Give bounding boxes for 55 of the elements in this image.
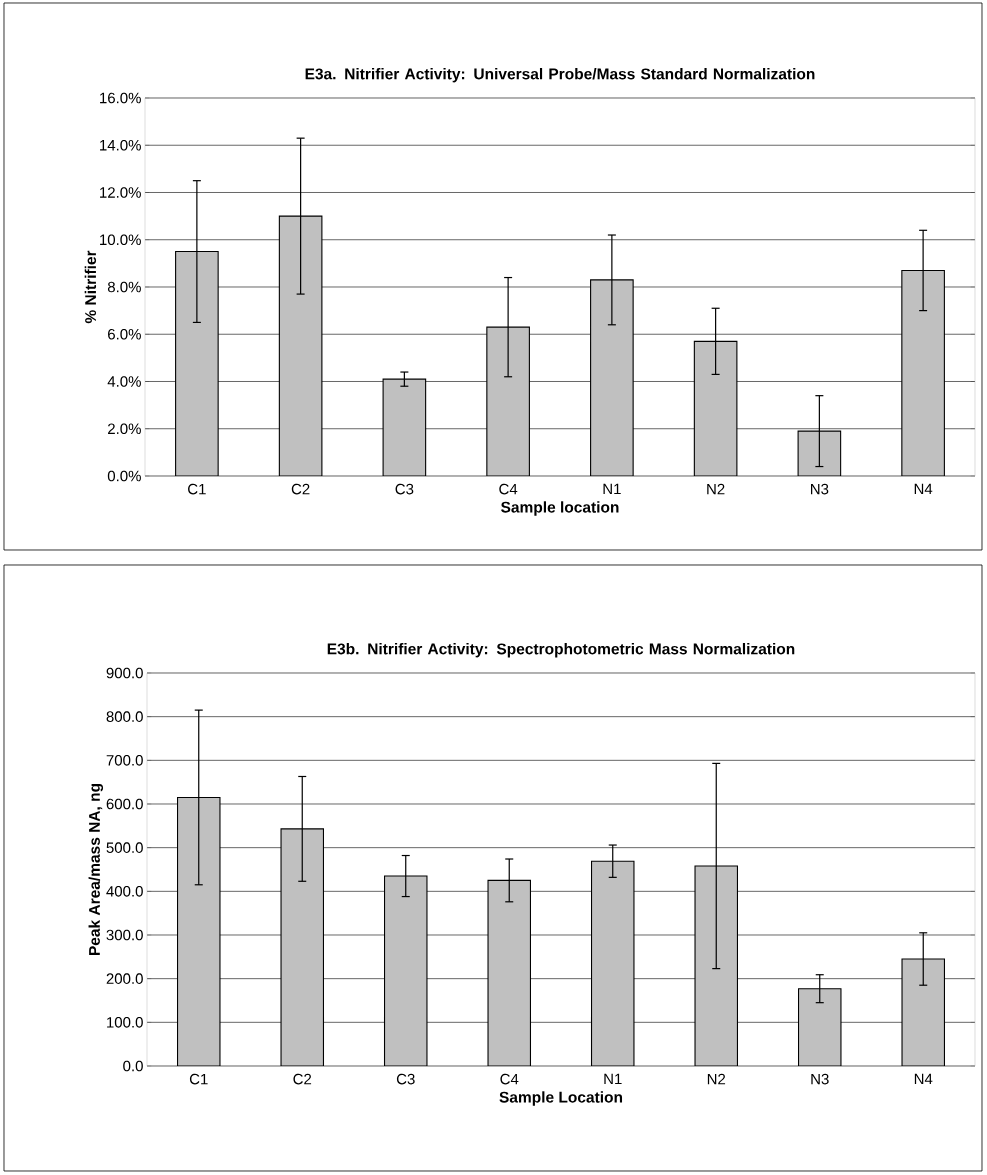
x-tick-label: C2: [293, 1073, 312, 1085]
x-tick-label: N1: [603, 483, 621, 495]
bar: [280, 828, 325, 1066]
bar: [382, 378, 427, 476]
x-axis-title: Sample Location: [499, 1091, 623, 1106]
bar: [278, 215, 323, 476]
bar: [176, 796, 221, 1066]
bar: [693, 340, 738, 476]
y-tick-label: 700.0: [106, 755, 143, 766]
bar: [590, 279, 634, 476]
x-tick-label: N1: [604, 1073, 622, 1085]
x-tick-label: C4: [500, 1073, 519, 1085]
x-axis-title: Sample location: [501, 501, 619, 516]
y-axis-title: Peak Area/mass NA, ng: [88, 783, 104, 956]
y-tick-label: 8.0%: [107, 281, 141, 293]
bar: [797, 988, 842, 1066]
x-tick-label: N2: [707, 483, 725, 495]
y-tick-label: 6.0%: [108, 328, 141, 340]
x-tick-label: C3: [396, 1073, 415, 1085]
x-tick-label: N2: [707, 1073, 726, 1085]
bar: [175, 251, 219, 476]
y-tick-label: 400.0: [106, 886, 143, 897]
y-tick-label: 500.0: [106, 842, 143, 853]
chart-title: E3a. Nitrifier Activity: Universal Probe/Mass Standard Normalization: [305, 68, 815, 83]
bar: [590, 860, 635, 1066]
y-tick-label: 14.0%: [100, 139, 141, 151]
y-tick-label: 4.0%: [107, 376, 141, 387]
y-tick-label: 800.0: [106, 711, 143, 722]
x-tick-label: N4: [914, 1073, 933, 1085]
y-tick-label: 100.0: [107, 1017, 143, 1028]
x-tick-label: C1: [188, 483, 206, 495]
y-tick-label: 0.0%: [107, 470, 141, 482]
bar: [383, 875, 428, 1066]
y-tick-label: 0.0: [123, 1060, 143, 1072]
x-tick-label: C1: [189, 1073, 208, 1085]
x-tick-label: N4: [914, 483, 933, 495]
x-tick-label: N3: [811, 483, 829, 495]
y-tick-label: 16.0%: [100, 92, 141, 104]
x-tick-label: N3: [811, 1073, 829, 1085]
x-tick-label: C3: [395, 483, 414, 495]
bar: [487, 879, 532, 1066]
y-tick-label: 200.0: [106, 973, 143, 984]
y-tick-label: 10.0%: [100, 234, 141, 246]
y-tick-label: 12.0%: [100, 187, 141, 198]
bar: [901, 958, 946, 1066]
bar: [901, 269, 945, 476]
y-tick-label: 900.0: [106, 667, 143, 679]
y-axis-title: % Nitrifier: [84, 250, 97, 324]
y-tick-label: 300.0: [106, 929, 143, 941]
bar: [486, 326, 530, 476]
y-tick-label: 600.0: [106, 798, 143, 810]
x-tick-label: C4: [499, 483, 518, 495]
x-tick-label: C2: [291, 483, 310, 495]
y-tick-label: 2.0%: [108, 423, 141, 435]
chart-title: E3b. Nitrifier Activity: Spectrophotometric Mass Normalization: [327, 643, 795, 658]
